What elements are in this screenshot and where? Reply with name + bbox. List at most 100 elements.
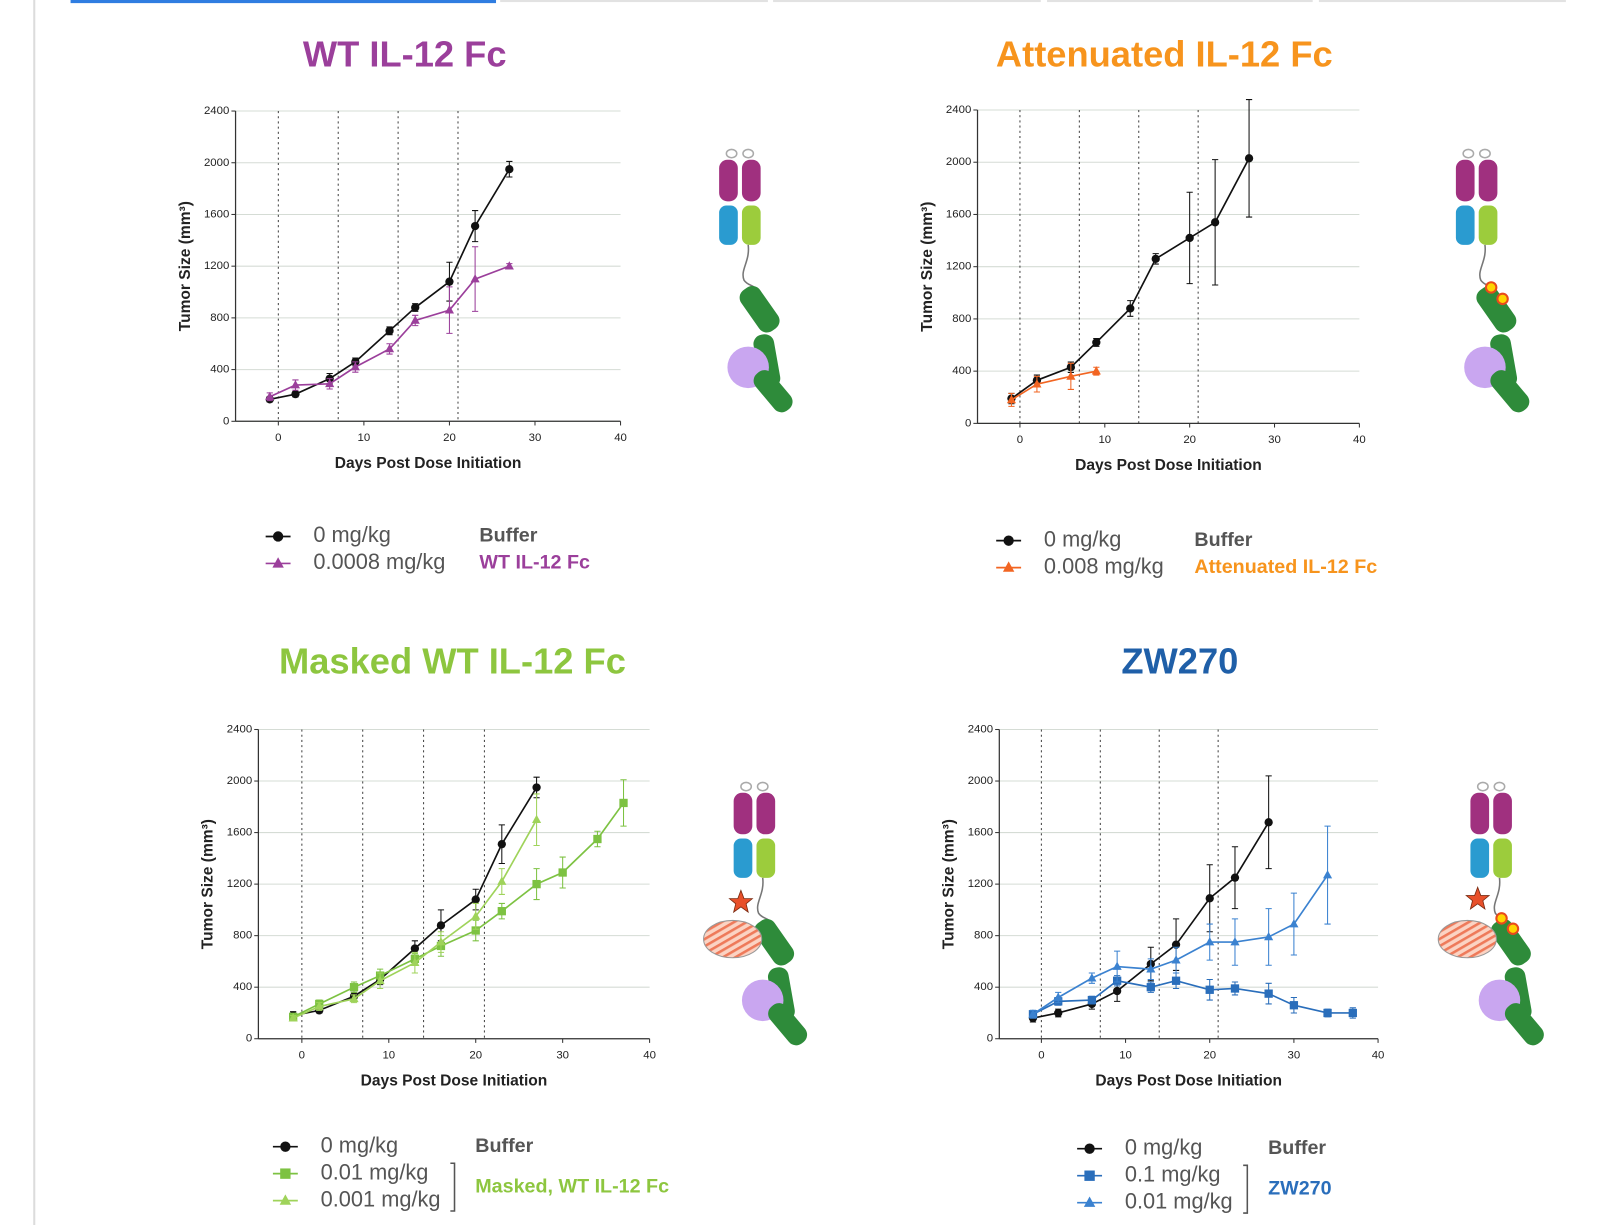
data-point xyxy=(1205,937,1215,946)
x-axis-label: Days Post Dose Initiation xyxy=(361,1072,548,1089)
data-point xyxy=(1087,995,1097,1005)
data-point xyxy=(1146,983,1155,992)
legend-group: Buffer xyxy=(1194,529,1252,551)
series-line xyxy=(269,168,511,401)
y-tick-label: 2400 xyxy=(204,105,229,117)
y-tick-label: 400 xyxy=(952,365,971,377)
data-point xyxy=(445,277,454,286)
y-tick-label: 1200 xyxy=(204,260,229,272)
data-point xyxy=(532,783,541,792)
data-point xyxy=(532,814,542,824)
y-tick-label: 1600 xyxy=(968,827,993,839)
legend-marker xyxy=(272,531,284,542)
data-point xyxy=(1230,873,1240,882)
data-point xyxy=(444,305,455,314)
legend-bracket xyxy=(1243,1164,1249,1214)
data-point xyxy=(436,921,446,930)
data-point xyxy=(1185,233,1194,243)
data-point xyxy=(1112,961,1122,970)
data-point xyxy=(1230,937,1240,946)
data-point xyxy=(470,274,480,283)
data-point xyxy=(1205,985,1214,994)
data-point xyxy=(1032,379,1042,388)
x-tick-label: 30 xyxy=(556,1049,569,1061)
legend-label: 0.0008 mg/kg xyxy=(313,549,445,574)
legend-group: Attenuated IL-12 Fc xyxy=(1194,556,1377,578)
data-point xyxy=(1244,154,1254,163)
tab[interactable] xyxy=(1318,0,1566,3)
legend-marker xyxy=(1003,535,1014,546)
legend-group: WT IL-12 Fc xyxy=(479,552,590,574)
data-point xyxy=(411,303,420,312)
molecule xyxy=(1455,148,1534,417)
data-point xyxy=(325,378,335,388)
chart: ZW270 0 400 800 1200 1600 2000 2400 0 10 20 30 40 Day… xyxy=(941,641,1384,1214)
y-tick-label: 800 xyxy=(952,313,971,325)
x-tick-label: 30 xyxy=(529,432,542,444)
y-tick-label: 1200 xyxy=(946,261,971,273)
data-point xyxy=(1054,1008,1063,1018)
x-tick-label: 0 xyxy=(1017,434,1023,446)
data-point xyxy=(314,1001,324,1010)
data-point xyxy=(1322,870,1333,879)
data-point xyxy=(1323,1008,1332,1018)
data-point xyxy=(593,834,602,844)
series-line xyxy=(293,787,538,1017)
x-tick-label: 0 xyxy=(275,432,281,444)
legend-group: Buffer xyxy=(475,1135,533,1157)
data-point xyxy=(265,391,275,401)
y-tick-label: 1200 xyxy=(227,878,252,890)
data-point xyxy=(470,221,480,231)
chart: Masked WT IL-12 Fc0400800120016002000240… xyxy=(200,641,669,1212)
x-tick-label: 10 xyxy=(358,432,371,444)
series-line xyxy=(1011,370,1097,401)
tab[interactable] xyxy=(1047,0,1313,3)
y-tick-label: 400 xyxy=(210,364,229,376)
data-point xyxy=(349,993,359,1003)
data-point xyxy=(471,895,480,904)
data-point xyxy=(349,983,359,992)
x-tick-label: 0 xyxy=(1038,1049,1044,1061)
data-point xyxy=(384,343,395,353)
y-axis-label: Tumor Size (mm³) xyxy=(919,202,936,332)
y-tick-label: 2000 xyxy=(946,156,971,168)
chart: WT IL-12 Fc 0 400 800 1200 1600 2000 2400 0 10 20 3… xyxy=(177,34,627,575)
legend-group: Buffer xyxy=(479,525,537,547)
legend-group: Masked, WT IL-12 Fc xyxy=(475,1175,669,1197)
legend-marker xyxy=(1002,561,1015,572)
x-tick-label: 20 xyxy=(1183,434,1196,446)
tab[interactable] xyxy=(773,0,1041,3)
tab-active[interactable] xyxy=(70,0,497,4)
data-point xyxy=(1205,894,1214,903)
y-tick-label: 0 xyxy=(965,417,971,429)
legend-marker xyxy=(1084,1170,1095,1181)
x-tick-label: 10 xyxy=(382,1049,395,1061)
y-tick-label: 2400 xyxy=(968,724,993,736)
data-point xyxy=(436,937,446,946)
x-tick-label: 0 xyxy=(299,1049,305,1061)
data-point xyxy=(375,975,385,985)
data-point xyxy=(505,165,514,174)
data-point xyxy=(290,380,301,389)
data-point xyxy=(1091,366,1101,375)
data-point xyxy=(558,868,567,877)
x-tick-label: 20 xyxy=(1203,1049,1216,1061)
data-point xyxy=(471,911,481,920)
y-tick-label: 400 xyxy=(974,981,993,993)
chart-title: Attenuated IL-12 Fc xyxy=(996,34,1333,75)
data-point xyxy=(410,944,420,953)
chart-title: ZW270 xyxy=(1121,641,1238,682)
x-tick-label: 10 xyxy=(1119,1049,1132,1061)
y-tick-label: 400 xyxy=(233,981,252,993)
tab[interactable] xyxy=(500,0,768,3)
data-point xyxy=(619,798,628,808)
x-tick-label: 30 xyxy=(1288,1049,1301,1061)
data-point xyxy=(1264,818,1273,827)
legend-label: 0.01 mg/kg xyxy=(321,1159,429,1184)
y-tick-label: 2000 xyxy=(227,775,252,787)
legend-marker xyxy=(272,557,284,568)
y-tick-label: 2400 xyxy=(227,724,252,736)
data-point xyxy=(385,326,394,335)
x-tick-label: 20 xyxy=(469,1049,482,1061)
